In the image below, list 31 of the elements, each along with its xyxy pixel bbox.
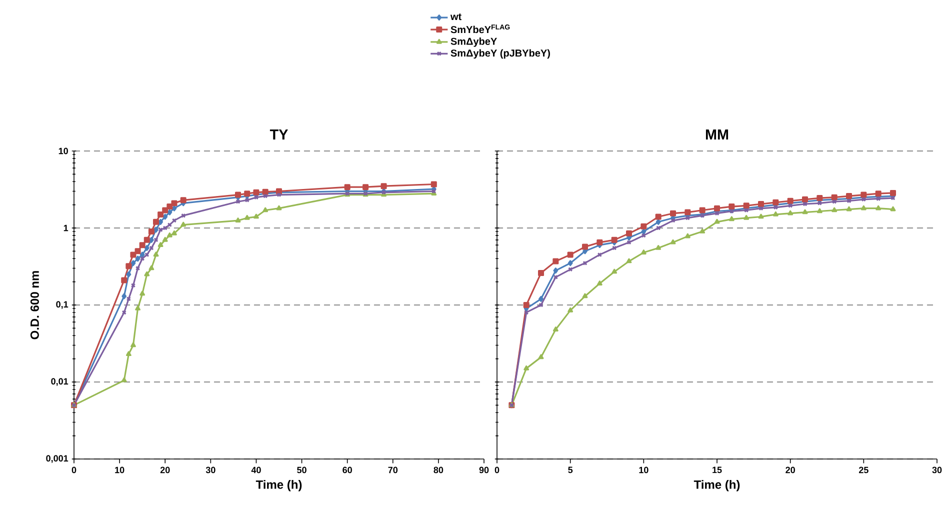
x-tick-label: 10	[115, 466, 124, 474]
x-tick-label: 80	[434, 466, 444, 474]
x-tick-label: 0	[494, 466, 500, 474]
y-tick-label: 0,1	[56, 301, 68, 309]
chart-title: MM	[706, 130, 728, 140]
legend-label: SmΔybeY (pJBYbeY)	[450, 49, 550, 59]
y-tick-label: 0,01	[51, 378, 68, 386]
y-axis-title: O.D. 600 nm	[30, 271, 39, 340]
x-tick-label: 15	[712, 466, 722, 474]
y-tick-label: 1	[64, 224, 68, 232]
y-tick-label: 0,001	[46, 455, 68, 463]
y-tick-label: 10	[58, 148, 68, 154]
x-tick-label: 60	[342, 466, 352, 474]
x-tick-label: 20	[786, 466, 795, 474]
x-tick-label: 40	[251, 466, 261, 474]
x-tick-label: 0	[72, 466, 76, 474]
legend-label: SmYbeY$^{FLAG}$	[450, 24, 510, 34]
x-tick-label: 10	[639, 466, 648, 474]
x-tick-label: 30	[206, 466, 216, 474]
chart-title: TY	[270, 130, 288, 140]
x-axis-title: Time (h)	[256, 480, 302, 492]
x-tick-label: 25	[858, 466, 868, 474]
x-tick-label: 20	[160, 466, 170, 474]
x-tick-label: 90	[479, 466, 489, 474]
x-tick-label: 30	[932, 466, 942, 474]
x-tick-label: 5	[568, 466, 573, 474]
x-tick-label: 70	[388, 466, 398, 474]
x-axis-title: Time (h)	[694, 480, 740, 492]
legend-label: wt	[450, 14, 462, 20]
x-tick-label: 50	[297, 466, 306, 474]
legend-label: SmΔybeY	[450, 38, 497, 47]
